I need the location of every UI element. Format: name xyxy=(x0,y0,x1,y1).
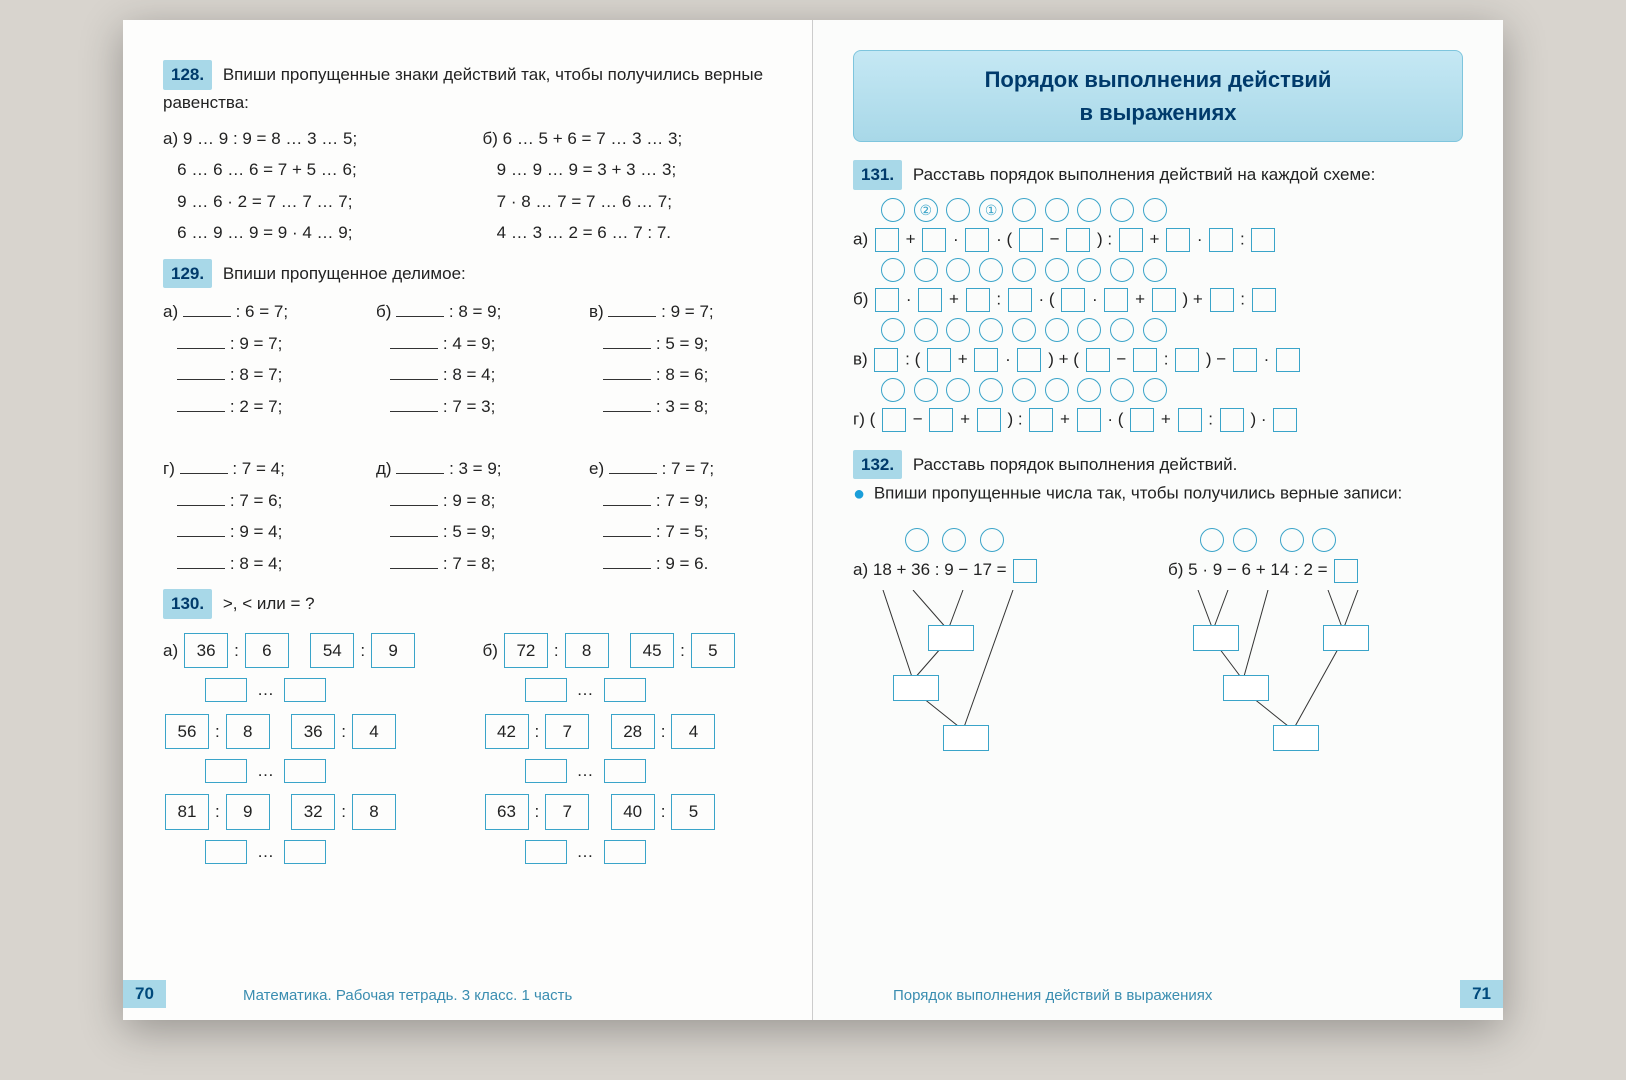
task-132-num: 132. xyxy=(853,450,902,480)
task-130-body: а) 36 : 6 54 : 9 … 56 : 8 36 : 4 … 81 : … xyxy=(163,627,772,876)
workbook-spread: 128. Впиши пропущенные знаки действий та… xyxy=(123,20,1503,1020)
page-right: Порядок выполнения действий в выражениях… xyxy=(813,20,1503,1020)
task-132-text2: Впиши пропущенные числа так, чтобы получ… xyxy=(874,483,1402,502)
task-128-body: а) 9 … 9 : 9 = 8 … 3 … 5; 6 … 6 … 6 = 7 … xyxy=(163,123,772,249)
label-b: б) xyxy=(483,129,498,148)
task-130-text: >, < или = ? xyxy=(223,594,315,613)
task-128-num: 128. xyxy=(163,60,212,90)
task-132-text1: Расставь порядок выполнения действий. xyxy=(913,455,1238,474)
task-130-head: 130. >, < или = ? xyxy=(163,589,772,619)
tree-a xyxy=(853,590,1148,770)
task-129-body: а) : 6 = 7; : 9 = 7; : 8 = 7; : 2 = 7; г… xyxy=(163,296,772,579)
page-number-left: 70 xyxy=(123,980,166,1008)
task-130-num: 130. xyxy=(163,589,212,619)
section-header: Порядок выполнения действий в выражениях xyxy=(853,50,1463,142)
footer-right: Порядок выполнения действий в выражениях xyxy=(893,987,1212,1004)
task-129-num: 129. xyxy=(163,259,212,289)
bullet-icon: ● xyxy=(853,483,865,505)
task-129-text: Впиши пропущенное делимое: xyxy=(223,264,466,283)
footer-left: Математика. Рабочая тетрадь. 3 класс. 1 … xyxy=(243,987,572,1004)
task-128-text: Впиши пропущенные знаки действий так, чт… xyxy=(163,65,763,112)
label-a: а) xyxy=(163,129,178,148)
page-number-right: 71 xyxy=(1460,980,1503,1008)
page-left: 128. Впиши пропущенные знаки действий та… xyxy=(123,20,813,1020)
task-129-head: 129. Впиши пропущенное делимое: xyxy=(163,259,772,289)
task-131-body: ② ① а) + · · ( − ) : + · : б) · + : · ( … xyxy=(853,198,1463,432)
task-132-head: 132. Расставь порядок выполнения действи… xyxy=(853,450,1463,510)
task-131-head: 131. Расставь порядок выполнения действи… xyxy=(853,160,1463,190)
tree-b xyxy=(1168,590,1463,770)
task-131-num: 131. xyxy=(853,160,902,190)
task-128-head: 128. Впиши пропущенные знаки действий та… xyxy=(163,60,772,115)
task-131-text: Расставь порядок выполнения действий на … xyxy=(913,165,1376,184)
task-132-body: а) 18 + 36 : 9 − 17 = xyxy=(853,517,1463,770)
